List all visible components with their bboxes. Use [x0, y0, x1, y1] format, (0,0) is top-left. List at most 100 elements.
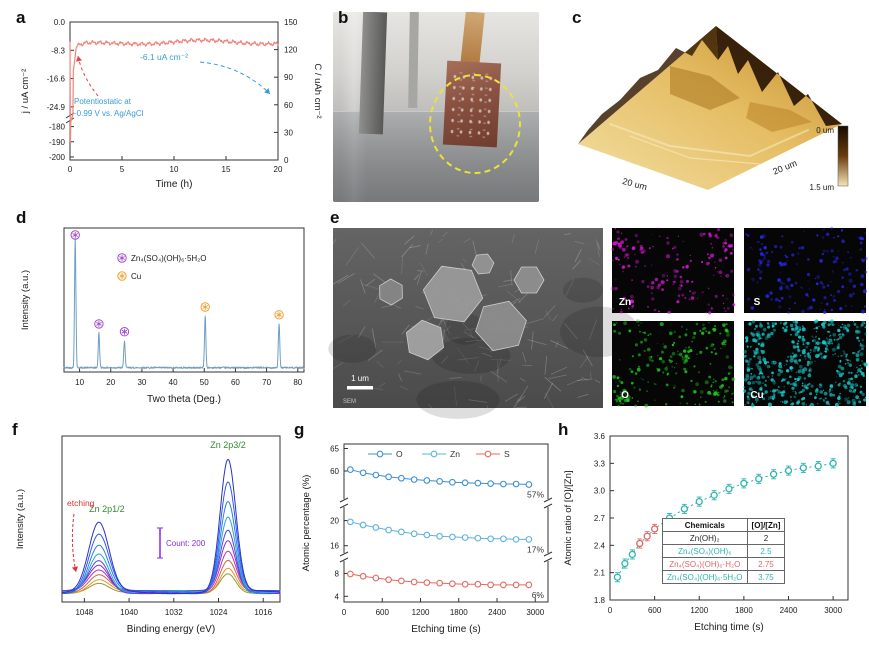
svg-text:1032: 1032 [165, 608, 183, 617]
svg-text:600: 600 [648, 606, 662, 615]
table-cell: 2.5 [746, 544, 786, 558]
svg-text:2.4: 2.4 [594, 541, 606, 550]
atomic-percentage-chart: 65 60 20 16 8 40 600 1200 1800 2400 3000 Etching ti… [301, 443, 553, 635]
svg-text:Zn 2p3/2: Zn 2p3/2 [210, 440, 246, 450]
svg-text:1048: 1048 [75, 608, 93, 617]
svg-text:O: O [621, 390, 629, 401]
panel-letter-b: b [338, 8, 349, 27]
svg-text:10: 10 [170, 165, 179, 174]
svg-text:1040: 1040 [120, 608, 138, 617]
svg-text:3000: 3000 [824, 606, 842, 615]
xps-depth-profile-chart: 1048 1040 1032 1024 1016 Binding energy (eV) I… [15, 435, 281, 635]
svg-text:1.8: 1.8 [594, 596, 606, 605]
table-row: Zn₄(SO₄)(OH)₆·5H₂O 3.75 [662, 570, 786, 584]
svg-text:Two theta (Deg.): Two theta (Deg.) [147, 394, 221, 405]
svg-text:57%: 57% [527, 490, 544, 500]
ratio-table: Chemicals [O]/[Zn] Zn(OH)₂ 2 Zn₄(SO₄)(OH)₆ 2.… [662, 518, 786, 584]
svg-text:O: O [396, 449, 403, 459]
svg-text:Zn₄(SO₄)(OH)₆·5H₂O: Zn₄(SO₄)(OH)₆·5H₂O [131, 254, 207, 263]
svg-text:60: 60 [330, 467, 339, 476]
eds-element-maps: Zn S O Cu [610, 226, 868, 408]
afm-topography-image: 20 um 20 um 0 um 1.5 um [578, 26, 849, 192]
svg-text:5: 5 [120, 165, 125, 174]
svg-text:65: 65 [330, 445, 339, 454]
svg-text:S: S [504, 449, 510, 459]
svg-text:2.7: 2.7 [594, 514, 606, 523]
svg-text:Binding energy (eV): Binding energy (eV) [127, 624, 215, 635]
svg-text:-180: -180 [49, 123, 66, 132]
svg-text:Potentiostatic at: Potentiostatic at [74, 97, 132, 106]
svg-text:3.3: 3.3 [594, 459, 606, 468]
table-cell: Zn₄(SO₄)(OH)₆·5H₂O [662, 570, 748, 584]
table-row: Zn₄(SO₄)(OH)₆·H₂O 2.75 [662, 557, 786, 571]
svg-text:-190: -190 [49, 138, 66, 147]
svg-text:30: 30 [137, 378, 146, 387]
svg-text:20: 20 [106, 378, 115, 387]
svg-text:70: 70 [262, 378, 271, 387]
svg-text:3.0: 3.0 [594, 487, 606, 496]
svg-text:0: 0 [68, 165, 73, 174]
panel-letter-d: d [16, 208, 27, 227]
svg-text:2.1: 2.1 [594, 569, 606, 578]
svg-text:0: 0 [342, 608, 347, 617]
table-cell: 2.75 [746, 557, 786, 571]
svg-text:-24.9: -24.9 [47, 103, 66, 112]
gray-electrode [358, 12, 388, 135]
svg-text:Intensity (a.u.): Intensity (a.u.) [20, 270, 31, 330]
svg-text:0.0: 0.0 [54, 18, 66, 27]
sem-image: 1 um SEM [323, 228, 640, 425]
svg-text:Cu: Cu [131, 272, 141, 281]
svg-text:30: 30 [284, 128, 293, 137]
svg-text:1.5 um: 1.5 um [810, 183, 835, 192]
svg-text:Count: 200: Count: 200 [166, 539, 206, 548]
chronoamperometry-chart: 0.0-8.3-16.6-24.9-180-190-200 03060901201… [20, 18, 323, 190]
svg-text:150: 150 [284, 18, 298, 27]
svg-text:80: 80 [293, 378, 302, 387]
svg-text:1800: 1800 [450, 608, 468, 617]
xrd-pattern-chart: 10 20 30 40 50 60 70 80 Two theta (Deg.) Intensit… [20, 227, 305, 405]
svg-text:-6.1 uA cm⁻²: -6.1 uA cm⁻² [140, 52, 188, 62]
svg-text:120: 120 [284, 46, 298, 55]
svg-text:1800: 1800 [735, 606, 753, 615]
svg-text:2400: 2400 [488, 608, 506, 617]
svg-text:10: 10 [75, 378, 84, 387]
svg-text:Cu: Cu [750, 390, 763, 401]
svg-text:Zn: Zn [450, 449, 460, 459]
svg-text:-0.99 V vs. Ag/AgCl: -0.99 V vs. Ag/AgCl [74, 109, 144, 118]
svg-text:50: 50 [200, 378, 209, 387]
reference-electrode [408, 12, 419, 109]
svg-text:Intensity (a.u.): Intensity (a.u.) [15, 489, 26, 549]
svg-text:Atomic ratio of [O]/[Zn]: Atomic ratio of [O]/[Zn] [563, 470, 574, 565]
panel-letter-c: c [572, 8, 582, 27]
svg-text:4: 4 [335, 592, 340, 601]
svg-text:60: 60 [284, 101, 293, 110]
svg-text:16: 16 [330, 542, 339, 551]
panel-letter-g: g [294, 420, 305, 439]
svg-text:15: 15 [222, 165, 231, 174]
svg-text:Zn: Zn [619, 297, 631, 308]
highlight-circle [429, 74, 521, 174]
table-header: Chemicals [662, 518, 748, 532]
svg-text:etching: etching [67, 498, 95, 508]
svg-text:1024: 1024 [210, 608, 228, 617]
svg-text:1200: 1200 [690, 606, 708, 615]
svg-text:Time (h): Time (h) [156, 179, 193, 190]
svg-text:1200: 1200 [412, 608, 430, 617]
svg-text:Etching time (s): Etching time (s) [694, 622, 763, 633]
panel-h: 1.8 2.1 2.4 2.7 3.0 3.3 3.6 0 600 1200 1800 2400 300… [558, 424, 866, 646]
svg-text:1 um: 1 um [351, 374, 369, 383]
svg-text:90: 90 [284, 73, 293, 82]
atomic-ratio-chart: 1.8 2.1 2.4 2.7 3.0 3.3 3.6 0 600 1200 1800 2400 300… [563, 432, 849, 633]
svg-text:20 um: 20 um [771, 158, 798, 177]
svg-text:8: 8 [335, 569, 340, 578]
svg-text:40: 40 [169, 378, 178, 387]
svg-text:20: 20 [330, 517, 339, 526]
svg-text:Zn 2p1/2: Zn 2p1/2 [89, 504, 125, 514]
svg-text:0 um: 0 um [816, 126, 834, 135]
svg-text:j / uA cm⁻²: j / uA cm⁻² [20, 69, 31, 115]
panel-letter-f: f [12, 420, 18, 439]
panel-letter-e: e [330, 208, 340, 227]
svg-text:60: 60 [231, 378, 240, 387]
table-cell: Zn(OH)₂ [662, 531, 748, 545]
